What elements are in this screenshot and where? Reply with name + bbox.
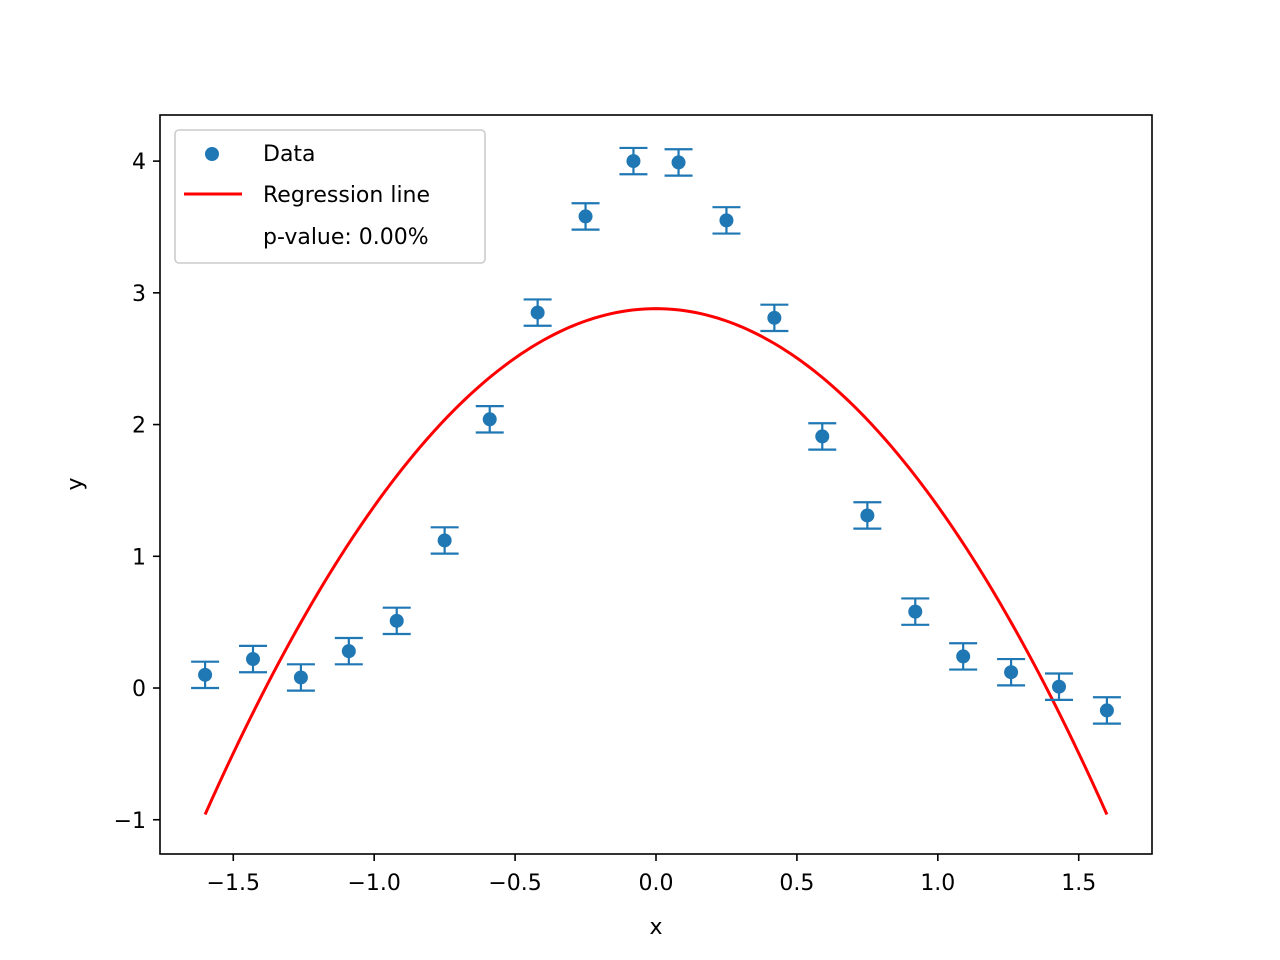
data-point-group (523, 298, 552, 327)
y-axis-ticks: −1 0 1 2 3 4 (114, 150, 160, 834)
data-point (767, 310, 782, 325)
data-point (626, 154, 641, 169)
x-tick-label: 1.0 (920, 871, 955, 896)
y-tick-label: −1 (114, 809, 146, 834)
y-tick-label: 2 (132, 414, 146, 439)
data-point-group (286, 663, 315, 692)
data-point-group (853, 501, 882, 530)
legend-data-marker (205, 147, 219, 161)
x-tick-label: −0.5 (488, 871, 541, 896)
data-point (1004, 665, 1019, 680)
data-point (530, 305, 545, 320)
data-point (719, 213, 734, 228)
data-point (671, 155, 686, 170)
data-point-group (664, 148, 693, 177)
data-point (578, 209, 593, 224)
data-point-group (191, 660, 220, 690)
x-tick-label: −1.5 (207, 871, 260, 896)
data-point-group (712, 206, 741, 235)
data-point-group (1045, 672, 1073, 701)
legend-data-label: Data (263, 142, 316, 167)
legend-box (174, 129, 486, 264)
x-axis-ticks: −1.5 −1.0 −0.5 0.0 0.5 1.0 1.5 (207, 854, 1096, 896)
legend-pvalue-label: p-value: 0.00% (263, 225, 429, 250)
data-point (815, 429, 830, 444)
data-point-group (808, 422, 837, 451)
y-tick-label: 4 (132, 150, 146, 175)
data-point (341, 644, 356, 659)
data-point (1052, 679, 1066, 694)
data-point-group (239, 644, 267, 674)
data-point (860, 508, 875, 523)
data-point (1099, 703, 1114, 718)
data-point-group (949, 642, 978, 671)
data-point (246, 652, 260, 667)
data-point-group (334, 636, 363, 666)
data-point (293, 670, 308, 685)
x-tick-label: 0.0 (639, 871, 674, 896)
data-point-group (430, 526, 459, 555)
data-point-group (475, 405, 504, 434)
x-tick-label: −1.0 (347, 871, 400, 896)
y-tick-label: 3 (132, 282, 146, 307)
data-point-group (571, 202, 600, 231)
legend-regression-label: Regression line (263, 183, 430, 208)
data-point-group (382, 606, 411, 636)
data-point (482, 412, 497, 427)
data-point (389, 613, 404, 628)
x-axis-label: x (649, 915, 662, 940)
data-point-group (901, 597, 930, 626)
y-tick-label: 1 (132, 545, 146, 570)
data-point-group (997, 657, 1026, 687)
data-point-group (1092, 696, 1121, 725)
legend: Data Regression line p-value: 0.00% (174, 129, 486, 264)
regression-line (203, 307, 1109, 816)
data-point-group (619, 146, 648, 176)
x-tick-label: 1.5 (1061, 871, 1096, 896)
data-point-group (760, 303, 789, 333)
data-point (198, 667, 213, 682)
data-point (956, 649, 971, 664)
data-point (437, 533, 452, 548)
data-point (908, 604, 923, 619)
data-layer (191, 146, 1121, 816)
x-tick-label: 0.5 (779, 871, 814, 896)
y-tick-label: 0 (132, 677, 146, 702)
y-axis-label: y (63, 477, 88, 490)
